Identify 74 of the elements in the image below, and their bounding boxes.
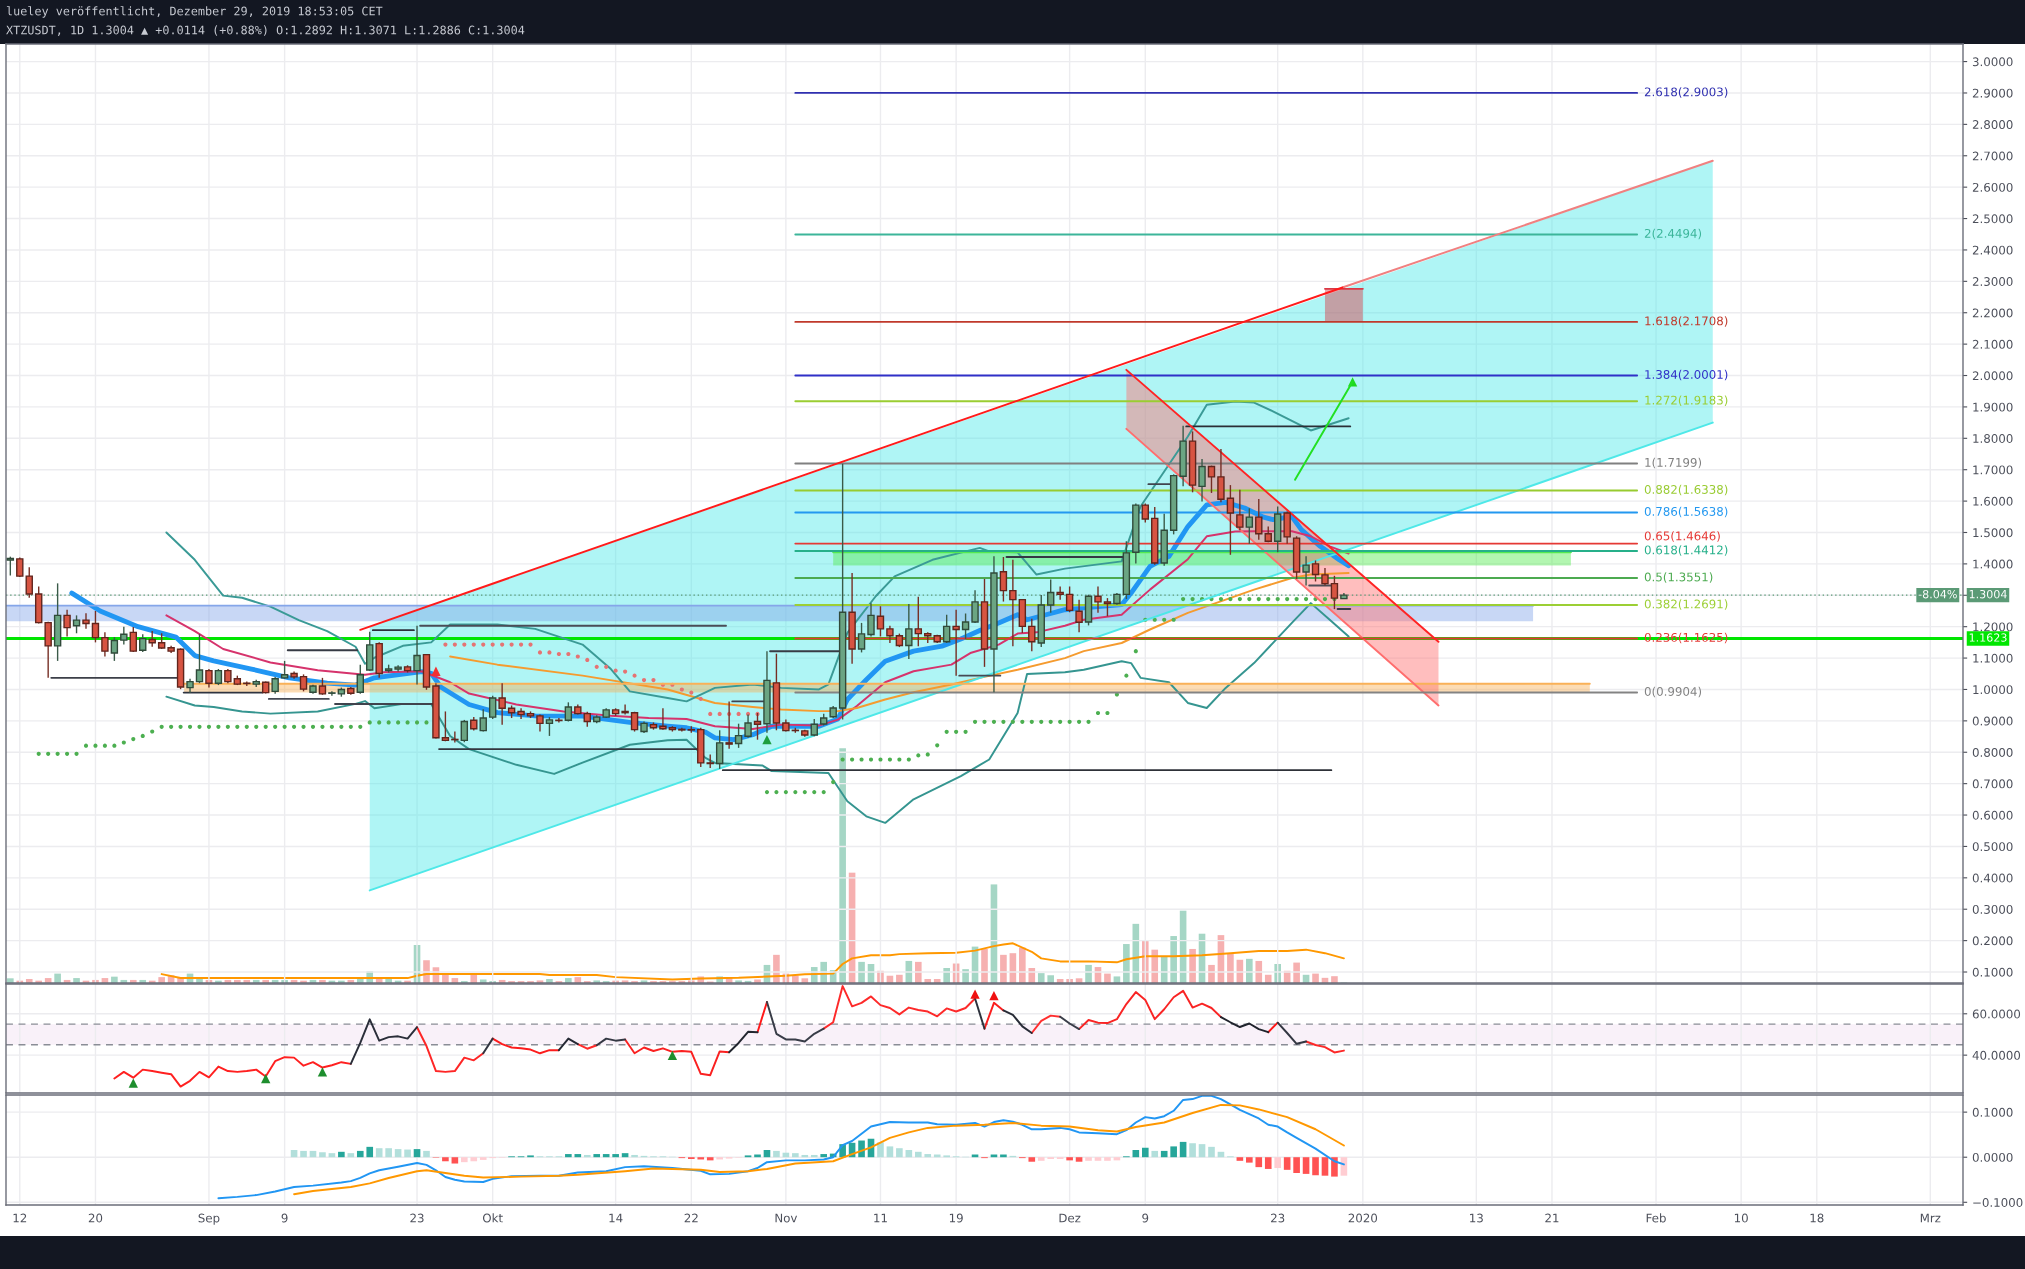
- annotation: -8.04%: [1918, 589, 1957, 599]
- series-label: 1(1.7199): [1645, 457, 1702, 469]
- y-tick-label: 3.0000: [1972, 57, 2013, 67]
- y-tick-label: 2.4000: [1972, 245, 2013, 255]
- y-tick-label: 1.4000: [1973, 559, 2013, 569]
- y-tick-label: 0.1000: [1972, 1107, 2013, 1117]
- x-tick-label: Sep: [198, 1213, 220, 1225]
- series-label: 0.786(1.5638): [1644, 506, 1728, 518]
- y-tick-label: 2.3000: [1972, 277, 2013, 286]
- series-label: 0.236(1.1625): [1644, 632, 1728, 644]
- series-label: 0.882(1.6338): [1644, 484, 1728, 496]
- chart-subtitle: XTZUSDT, 1D 1.3004 ▲ +0.0114 (+0.88%) O:1.2892 H:1.3071 L:1.2886 C:1.3004: [6, 25, 525, 36]
- y-tick-label: 40.0000: [1972, 1050, 2021, 1060]
- series-label: 2(2.4494): [1644, 228, 1702, 240]
- y-tick-label: 0.7000: [1972, 779, 2013, 789]
- ref-line-label: 1.3004: [1969, 589, 2007, 599]
- y-tick-label: 0.6000: [1972, 810, 2013, 820]
- series-label: 0.65(1.4646): [1644, 531, 1720, 542]
- y-tick-label: 0.9000: [1972, 716, 2013, 726]
- x-tick-label: Mrz: [1920, 1213, 1941, 1223]
- y-tick-label: 0.0000: [1972, 1152, 2013, 1162]
- x-tick-label: Nov: [775, 1213, 798, 1223]
- y-tick-label: 0.5000: [1972, 842, 2013, 852]
- x-tick-label: 19: [949, 1213, 963, 1223]
- series-label: 1.384(2.0001): [1645, 369, 1728, 381]
- y-tick-label: 0.8000: [1972, 747, 2013, 757]
- x-tick-label: 9: [281, 1213, 288, 1223]
- x-tick-label: 14: [609, 1213, 623, 1223]
- y-tick-label: 0.1000: [1972, 967, 2013, 977]
- y-tick-label: 0.4000: [1972, 873, 2013, 883]
- y-tick-label: 2.0000: [1972, 371, 2013, 381]
- x-tick-label: 18: [1810, 1213, 1824, 1223]
- series-label: 0.618(1.4412): [1644, 545, 1728, 556]
- x-tick-label: Dez: [1059, 1213, 1081, 1223]
- series-label: 2.618(2.9003): [1644, 87, 1728, 98]
- x-tick-label: 23: [410, 1213, 424, 1223]
- y-tick-label: 1.6000: [1973, 496, 2013, 506]
- series-label: 0.382(1.2691): [1644, 599, 1728, 610]
- y-tick-label: 1.9000: [1973, 402, 2013, 412]
- y-tick-label: 0.3000: [1972, 904, 2013, 914]
- ref-line-label: 1.1623: [1969, 633, 2007, 642]
- y-tick-label: 60.0000: [1972, 1009, 2021, 1019]
- x-tick-label: Feb: [1646, 1213, 1666, 1223]
- x-tick-label: 21: [1545, 1213, 1559, 1223]
- y-tick-label: 1.5000: [1973, 528, 2013, 538]
- y-tick-label: 2.8000: [1972, 120, 2013, 130]
- y-tick-label: 2.1000: [1972, 339, 2013, 349]
- y-tick-label: 2.5000: [1972, 214, 2013, 224]
- series-label: 0(0.9904): [1644, 686, 1702, 698]
- y-tick-label: 1.0000: [1973, 685, 2013, 695]
- series-label: 1.272(1.9183): [1645, 395, 1728, 406]
- y-tick-label: 1.8000: [1973, 434, 2013, 443]
- y-tick-label: −0.1000: [1973, 1198, 2023, 1207]
- y-tick-label: 1.2000: [1973, 622, 2013, 632]
- series-label: 0.5(1.3551): [1644, 572, 1713, 583]
- x-tick-label: 2020: [1348, 1213, 1378, 1223]
- x-tick-label: 20: [88, 1213, 103, 1223]
- y-tick-label: 2.2000: [1972, 308, 2013, 318]
- x-tick-label: 13: [1470, 1213, 1483, 1223]
- x-tick-label: 10: [1734, 1213, 1748, 1223]
- y-tick-label: 1.7000: [1973, 465, 2013, 475]
- x-tick-label: 9: [1142, 1213, 1149, 1223]
- y-tick-label: 2.6000: [1972, 182, 2013, 192]
- x-tick-label: 12: [13, 1213, 27, 1223]
- y-tick-label: 2.7000: [1972, 151, 2013, 161]
- x-tick-label: Okt: [482, 1213, 503, 1223]
- y-tick-label: 0.2000: [1972, 936, 2013, 946]
- chart-title: lueley veröffentlicht, Dezember 29, 2019 18:53:05 CET: [6, 6, 383, 18]
- y-tick-label: 1.1000: [1973, 653, 2013, 663]
- x-tick-label: 22: [684, 1213, 698, 1223]
- series-label: 1.618(2.1708): [1645, 316, 1728, 327]
- x-tick-label: 23: [1271, 1213, 1285, 1223]
- x-tick-label: 11: [874, 1213, 887, 1223]
- y-tick-label: 2.9000: [1972, 88, 2013, 98]
